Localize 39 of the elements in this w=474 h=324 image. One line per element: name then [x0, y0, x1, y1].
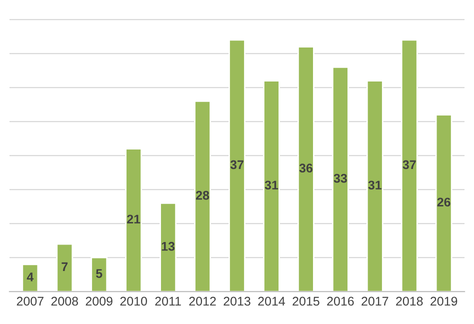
bar: [194, 100, 211, 292]
bar: [263, 80, 280, 292]
bar: [435, 114, 452, 292]
data-label: 21: [127, 214, 140, 224]
bar: [366, 80, 384, 292]
x-tick-label: 2012: [189, 296, 216, 306]
data-label: 37: [230, 160, 244, 170]
data-label: 33: [334, 174, 347, 183]
x-tick-label: 2018: [396, 296, 423, 306]
bar: [228, 39, 246, 292]
bar: [160, 202, 177, 292]
x-tick-label: 2014: [258, 296, 286, 306]
x-tick-label: 2016: [327, 296, 354, 306]
x-tick-label: 2009: [86, 296, 112, 306]
x-tick-label: 2013: [224, 296, 250, 306]
bar: [400, 39, 418, 292]
x-tick-label: 2017: [362, 296, 388, 306]
x-tick-label: 2019: [430, 296, 458, 306]
x-tick-label: 2015: [292, 296, 320, 306]
x-tick-label: 2011: [155, 296, 181, 306]
data-label: 13: [162, 242, 175, 251]
data-label: 5: [96, 269, 102, 278]
bar: [90, 256, 108, 292]
data-label: 31: [264, 180, 278, 190]
bar: [56, 243, 74, 292]
x-tick-label: 2007: [16, 296, 44, 306]
bar: [332, 66, 349, 292]
bar: [297, 46, 314, 292]
data-label: 4: [26, 272, 34, 282]
bar: [22, 264, 39, 292]
data-label: 26: [437, 198, 450, 207]
data-label: 36: [299, 164, 312, 173]
bar: [125, 148, 142, 292]
data-label: 31: [368, 180, 382, 190]
x-tick-label: 2010: [120, 296, 147, 306]
x-tick-label: 2008: [51, 296, 78, 306]
data-label: 28: [196, 190, 210, 200]
data-label: 7: [62, 262, 68, 272]
data-label: 37: [402, 160, 416, 170]
